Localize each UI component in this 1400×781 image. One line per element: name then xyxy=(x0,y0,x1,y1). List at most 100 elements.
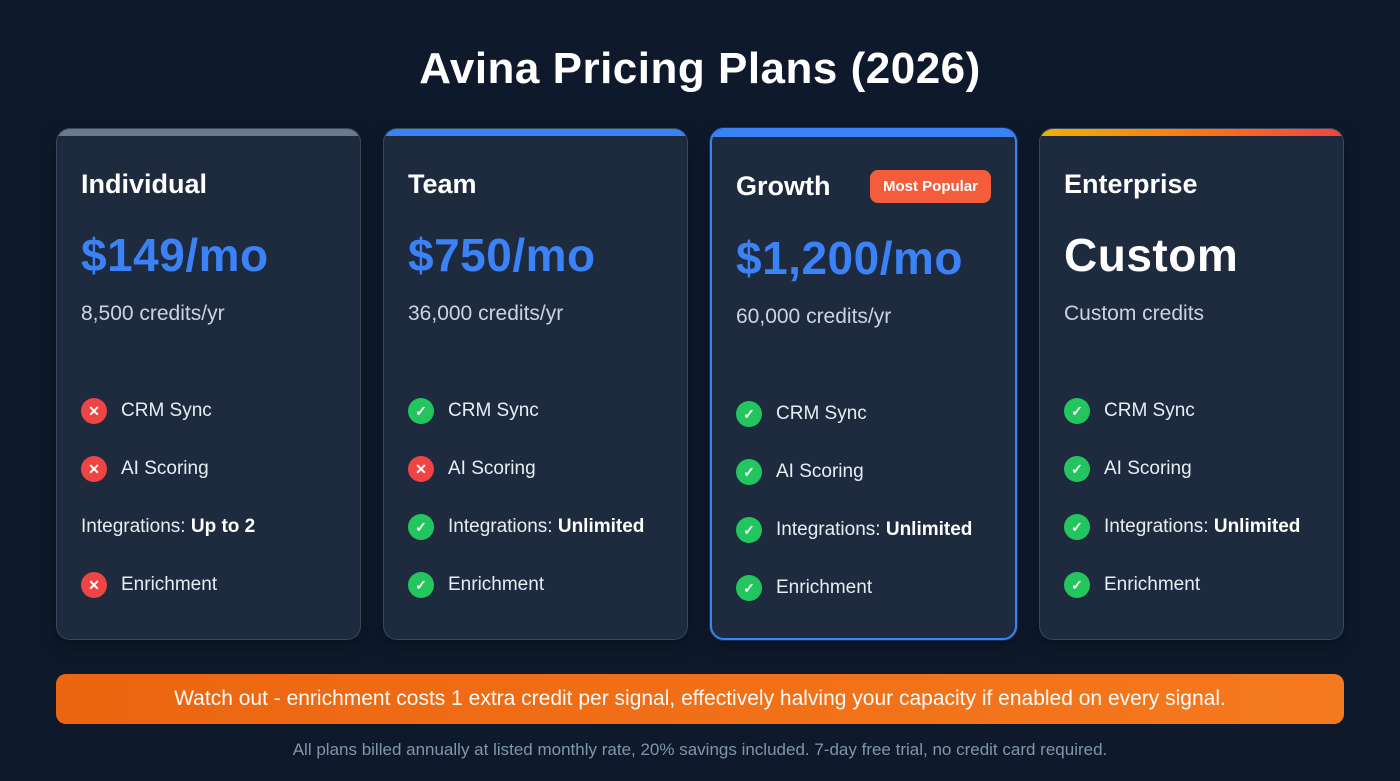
feature-status-icon xyxy=(736,401,762,427)
feature-text: CRM Sync xyxy=(448,400,539,422)
feature-status-icon xyxy=(1064,572,1090,598)
feature-row: AI Scoring xyxy=(408,456,663,482)
billing-footnote: All plans billed annually at listed mont… xyxy=(292,740,1108,759)
feature-row: AI Scoring xyxy=(736,459,991,485)
feature-value: Up to 2 xyxy=(190,516,256,537)
feature-value: Unlimited xyxy=(1213,516,1301,537)
feature-text: AI Scoring xyxy=(1104,458,1192,480)
feature-label: CRM Sync xyxy=(448,400,539,421)
feature-text: Enrichment xyxy=(1104,574,1200,596)
feature-row: AI Scoring xyxy=(1064,456,1319,482)
plan-card-team: Team $750/mo 36,000 credits/yr CRM Sync … xyxy=(383,128,688,640)
most-popular-badge: Most Popular xyxy=(869,170,991,203)
feature-label: Integrations: xyxy=(1104,516,1214,537)
feature-label: Integrations: xyxy=(448,516,558,537)
feature-text: Integrations: Unlimited xyxy=(448,516,644,538)
feature-status-icon xyxy=(1064,514,1090,540)
feature-row: CRM Sync xyxy=(1064,398,1319,424)
feature-label: Enrichment xyxy=(1104,574,1201,595)
feature-row: CRM Sync xyxy=(408,398,663,424)
card-accent-strip xyxy=(384,129,687,136)
feature-status-icon xyxy=(81,398,107,424)
plan-credits: 8,500 credits/yr xyxy=(81,302,225,325)
warning-banner: Watch out - enrichment costs 1 extra cre… xyxy=(56,674,1344,724)
feature-label: AI Scoring xyxy=(776,461,864,482)
plan-card-growth: Growth Most Popular $1,200/mo 60,000 cre… xyxy=(710,128,1017,640)
plan-name: Team xyxy=(408,169,477,199)
feature-status-icon xyxy=(408,398,434,424)
feature-row: CRM Sync xyxy=(736,401,991,427)
card-header: Growth Most Popular xyxy=(736,170,991,203)
feature-row: Integrations: Unlimited xyxy=(736,517,991,543)
feature-status-icon xyxy=(736,575,762,601)
feature-text: Integrations: Unlimited xyxy=(776,519,972,541)
feature-row: Enrichment xyxy=(1064,572,1319,598)
feature-text: CRM Sync xyxy=(121,400,212,422)
feature-row: Integrations: Unlimited xyxy=(1064,514,1319,540)
feature-text: Integrations: Up to 2 xyxy=(81,516,255,538)
feature-status-icon xyxy=(1064,456,1090,482)
feature-label: Enrichment xyxy=(776,577,873,598)
card-header: Enterprise xyxy=(1064,169,1319,200)
feature-status-icon xyxy=(1064,398,1090,424)
card-header: Team xyxy=(408,169,663,200)
feature-label: AI Scoring xyxy=(448,458,536,479)
feature-label: CRM Sync xyxy=(1104,400,1195,421)
feature-text: Integrations: Unlimited xyxy=(1104,516,1300,538)
feature-label: AI Scoring xyxy=(121,458,209,479)
card-accent-strip xyxy=(57,129,360,136)
feature-status-icon xyxy=(736,517,762,543)
feature-label: CRM Sync xyxy=(776,403,867,424)
feature-status-icon xyxy=(408,456,434,482)
feature-label: Integrations: xyxy=(81,516,191,537)
plan-card-enterprise: Enterprise Custom Custom credits CRM Syn… xyxy=(1039,128,1344,640)
feature-row: Enrichment xyxy=(81,572,336,598)
plan-name: Individual xyxy=(81,169,208,199)
feature-row: Integrations: Unlimited xyxy=(408,514,663,540)
plan-credits: 36,000 credits/yr xyxy=(408,302,564,325)
feature-label: Enrichment xyxy=(121,574,218,595)
plan-card-individual: Individual $149/mo 8,500 credits/yr CRM … xyxy=(56,128,361,640)
feature-text: CRM Sync xyxy=(1104,400,1195,422)
feature-text: AI Scoring xyxy=(121,458,209,480)
card-header: Individual xyxy=(81,169,336,200)
pricing-cards: Individual $149/mo 8,500 credits/yr CRM … xyxy=(0,128,1400,640)
feature-status-icon xyxy=(81,572,107,598)
feature-status-icon xyxy=(408,514,434,540)
feature-status-icon xyxy=(736,459,762,485)
plan-price: $1,200/mo xyxy=(736,232,963,284)
plan-name: Growth xyxy=(736,171,831,201)
feature-list: CRM Sync AI Scoring Integrations: Unlimi… xyxy=(408,398,663,598)
feature-value: Unlimited xyxy=(557,516,645,537)
feature-row: Enrichment xyxy=(736,575,991,601)
feature-row: CRM Sync xyxy=(81,398,336,424)
feature-row: Enrichment xyxy=(408,572,663,598)
plan-credits: 60,000 credits/yr xyxy=(736,305,892,328)
feature-text: Enrichment xyxy=(121,574,217,596)
feature-label: CRM Sync xyxy=(121,400,212,421)
plan-price: $750/mo xyxy=(408,229,596,281)
feature-status-icon xyxy=(408,572,434,598)
feature-list: CRM Sync AI Scoring Integrations: Unlimi… xyxy=(736,401,991,601)
plan-price: Custom xyxy=(1064,229,1239,281)
plan-name: Enterprise xyxy=(1064,169,1198,199)
feature-label: Enrichment xyxy=(448,574,545,595)
plan-price: $149/mo xyxy=(81,229,269,281)
plan-credits: Custom credits xyxy=(1064,302,1205,325)
feature-list: CRM Sync AI Scoring Integrations: Up to … xyxy=(81,398,336,598)
card-accent-strip xyxy=(1040,129,1343,136)
feature-status-icon xyxy=(81,456,107,482)
feature-label: AI Scoring xyxy=(1104,458,1192,479)
feature-text: AI Scoring xyxy=(776,461,864,483)
feature-value: Unlimited xyxy=(885,519,973,540)
page-title: Avina Pricing Plans (2026) xyxy=(419,44,981,93)
feature-text: CRM Sync xyxy=(776,403,867,425)
card-accent-strip xyxy=(712,130,1015,137)
feature-text: Enrichment xyxy=(448,574,544,596)
feature-row: Integrations: Up to 2 xyxy=(81,514,336,540)
feature-text: AI Scoring xyxy=(448,458,536,480)
feature-list: CRM Sync AI Scoring Integrations: Unlimi… xyxy=(1064,398,1319,598)
feature-row: AI Scoring xyxy=(81,456,336,482)
feature-text: Enrichment xyxy=(776,577,872,599)
feature-label: Integrations: xyxy=(776,519,886,540)
